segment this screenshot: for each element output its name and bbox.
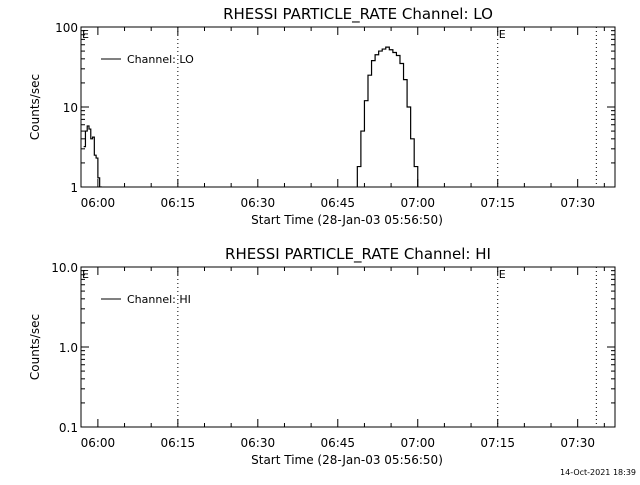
y-tick-label-0-2: 100 [55, 21, 78, 35]
x-tick-label-0-0: 06:00 [81, 196, 116, 210]
plot-frame-1 [80, 266, 616, 428]
x-tick-label-0-3: 06:45 [320, 196, 355, 210]
x-tick-label-1-1: 06:15 [161, 436, 196, 450]
x-axis-label-0: Start Time (28-Jan-03 05:56:50) [251, 213, 443, 227]
x-tick-label-1-2: 06:30 [241, 436, 276, 450]
x-tick-label-1-0: 06:00 [81, 436, 116, 450]
x-tick-label-0-2: 06:30 [241, 196, 276, 210]
legend-entry-1-0: Channel: HI [127, 293, 191, 306]
series-line-0-0-1 [356, 46, 419, 187]
plot-area-0 [83, 46, 419, 187]
y-axis-label-0: Counts/sec [28, 74, 42, 140]
x-tick-label-0-4: 07:00 [400, 196, 435, 210]
x-tick-label-0-5: 07:15 [480, 196, 515, 210]
chart-title-1: RHESSI PARTICLE_RATE Channel: HI [225, 245, 491, 264]
x-axis-label-1: Start Time (28-Jan-03 05:56:50) [251, 453, 443, 467]
y-tick-label-0-0: 1 [70, 181, 78, 195]
x-tick-label-1-4: 07:00 [400, 436, 435, 450]
y-axis-label-1: Counts/sec [28, 314, 42, 380]
x-tick-label-0-6: 07:30 [560, 196, 595, 210]
x-tick-label-0-1: 06:15 [161, 196, 196, 210]
legend-entry-0-0: Channel: LO [127, 53, 194, 66]
y-tick-label-1-0: 0.1 [59, 421, 78, 435]
series-line-0-0-0 [83, 125, 103, 187]
event-marker-label-1-2: E [499, 268, 506, 281]
event-marker-label-0-0: E [82, 28, 89, 41]
footer-timestamp: 14-Oct-2021 18:39 [560, 468, 636, 477]
y-tick-label-0-1: 10 [63, 101, 78, 115]
x-tick-label-1-5: 07:15 [480, 436, 515, 450]
y-tick-label-1-1: 1.0 [59, 341, 78, 355]
y-tick-label-1-2: 10.0 [51, 261, 78, 275]
event-marker-label-0-2: E [499, 28, 506, 41]
event-marker-label-1-0: E [82, 268, 89, 281]
plot-frame-0 [80, 26, 616, 188]
x-tick-label-1-3: 06:45 [320, 436, 355, 450]
x-tick-label-1-6: 07:30 [560, 436, 595, 450]
chart-title-0: RHESSI PARTICLE_RATE Channel: LO [223, 5, 493, 24]
